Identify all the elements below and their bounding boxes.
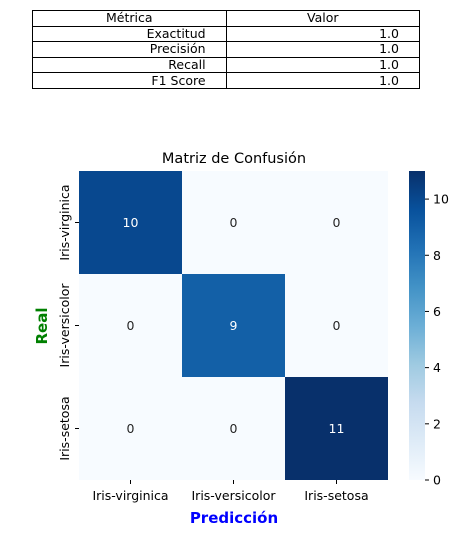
cell-annotation: 0 <box>230 421 238 436</box>
y-tick-label: Iris-versicolor <box>57 283 72 368</box>
table-cell-value: 1.0 <box>225 72 421 89</box>
cell-annotation: 10 <box>123 215 139 230</box>
cell-annotation: 0 <box>230 215 238 230</box>
cell-annotation: 9 <box>230 318 238 333</box>
y-tick-label: Iris-setosa <box>57 396 72 460</box>
heatmap-cell <box>182 274 285 377</box>
y-tick-label: Iris-virginica <box>57 184 72 260</box>
table-row: F1 Score 1.0 <box>32 72 421 89</box>
colorbar-tick-label: 10 <box>433 192 449 207</box>
cell-annotation: 0 <box>127 318 135 333</box>
x-tick-label: Iris-versicolor <box>192 488 277 503</box>
colorbar-tick-label: 0 <box>433 473 441 488</box>
cell-annotations: 10 0 0 0 9 0 0 0 11 <box>123 215 345 436</box>
heatmap-cell <box>285 171 388 274</box>
colorbar-tick-label: 2 <box>433 416 441 431</box>
x-tick-label: Iris-virginica <box>92 488 168 503</box>
heatmap-cell <box>182 377 285 480</box>
metrics-table: Métrica Valor Exactitud 1.0 Precisión 1.… <box>32 10 421 89</box>
chart-title: Matriz de Confusión <box>162 151 306 167</box>
table-cell-metric: Precisión <box>32 41 227 58</box>
heatmap-cell <box>285 274 388 377</box>
y-axis-label: Real <box>33 308 51 345</box>
heatmap-cell <box>79 377 182 480</box>
heatmap-cell <box>182 171 285 274</box>
colorbar-tick-label: 8 <box>433 248 441 263</box>
colorbar-tick-label: 4 <box>433 360 441 375</box>
colorbar <box>409 171 425 480</box>
cell-annotation: 11 <box>329 421 345 436</box>
colorbar-ticks: 0 2 4 6 8 10 <box>425 192 449 488</box>
heatmap-cell <box>79 274 182 377</box>
cell-annotation: 0 <box>333 215 341 230</box>
y-axis-ticks: Iris-virginica Iris-versicolor Iris-setosa <box>57 184 79 461</box>
cell-annotation: 0 <box>127 421 135 436</box>
x-axis-ticks: Iris-virginica Iris-versicolor Iris-setosa <box>92 480 369 503</box>
heatmap-cell <box>79 171 182 274</box>
heatmap-cells <box>79 171 388 480</box>
table-row: Precisión 1.0 <box>32 41 421 58</box>
heatmap-cell <box>285 377 388 480</box>
x-axis-label: Predicción <box>190 509 278 527</box>
x-tick-label: Iris-setosa <box>304 488 368 503</box>
colorbar-tick-label: 6 <box>433 304 441 319</box>
cell-annotation: 0 <box>333 318 341 333</box>
